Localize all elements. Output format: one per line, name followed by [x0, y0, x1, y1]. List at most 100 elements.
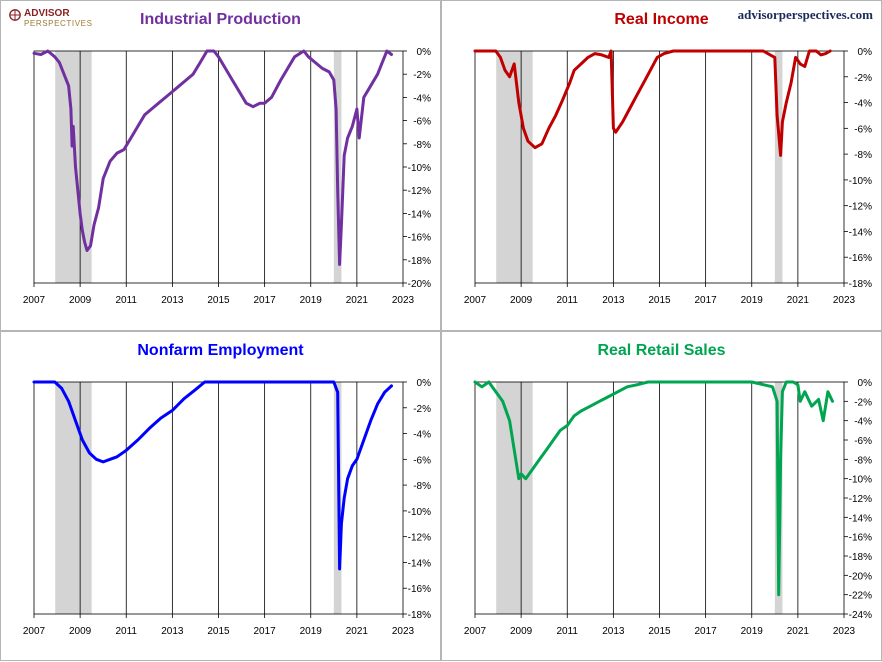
- y-tick-label: -2%: [854, 397, 872, 408]
- y-tick-label: -8%: [413, 140, 431, 151]
- x-tick-label: 2023: [392, 626, 415, 637]
- x-tick-label: 2023: [833, 626, 856, 637]
- y-tick-label: -16%: [849, 533, 872, 544]
- x-tick-label: 2021: [787, 295, 810, 306]
- x-tick-label: 2017: [695, 295, 718, 306]
- x-tick-label: 2015: [648, 295, 671, 306]
- x-tick-label: 2011: [556, 295, 578, 306]
- chart-panel-industrial-production: 2007 2009 2011 2013 2015 2017 2019 2021 2023 0% -2…: [0, 0, 441, 331]
- x-tick-label: 2017: [254, 295, 277, 306]
- x-tick-label: 2023: [392, 295, 415, 306]
- y-tick-label: -12%: [408, 533, 431, 544]
- y-tick-label: -12%: [849, 494, 872, 505]
- y-tick-label: -14%: [408, 209, 431, 220]
- x-tick-label: 2021: [787, 626, 810, 637]
- y-tick-label: -24%: [849, 610, 872, 621]
- y-tick-label: -4%: [413, 93, 431, 104]
- y-tick-label: -6%: [413, 117, 431, 128]
- series-line: [473, 380, 834, 597]
- y-tick-label: -22%: [849, 591, 872, 602]
- y-tick-label: -6%: [854, 124, 872, 135]
- x-tick-label: 2019: [741, 626, 764, 637]
- plot-area-frame: [474, 50, 845, 284]
- brand-subtitle: PERSPECTIVES: [24, 19, 93, 28]
- y-tick-label: -18%: [849, 552, 872, 563]
- y-tick-label: -2%: [854, 73, 872, 84]
- y-tick-label: -16%: [408, 233, 431, 244]
- chart-panel-nonfarm-employment: 2007 2009 2011 2013 2015 2017 2019 2021 2023 0% -2…: [0, 331, 441, 661]
- x-tick-label: 2013: [161, 295, 184, 306]
- y-tick-label: 0%: [858, 378, 873, 389]
- y-tick-label: -4%: [854, 99, 872, 110]
- y-tick-label: -6%: [854, 436, 872, 447]
- y-tick-label: -2%: [413, 70, 431, 81]
- recession-band: [496, 51, 533, 283]
- y-tick-label: -4%: [854, 417, 872, 428]
- y-tick-label: -14%: [849, 227, 872, 238]
- x-tick-label: 2007: [464, 295, 487, 306]
- x-tick-label: 2007: [23, 626, 46, 637]
- chart-svg: 2007 2009 2011 2013 2015 2017 2019 2021 2023 0% -2…: [23, 378, 432, 637]
- y-tick-label: -18%: [408, 610, 431, 621]
- y-tick-label: -16%: [849, 253, 872, 264]
- y-tick-label: -12%: [849, 202, 872, 213]
- x-tick-label: 2011: [115, 626, 137, 637]
- y-tick-label: -8%: [413, 481, 431, 492]
- x-tick-label: 2007: [23, 295, 46, 306]
- y-tick-label: 0%: [417, 378, 432, 389]
- x-tick-label: 2023: [833, 295, 856, 306]
- y-tick-label: -12%: [408, 186, 431, 197]
- y-tick-label: -14%: [408, 558, 431, 569]
- y-tick-label: -14%: [849, 513, 872, 524]
- y-tick-label: -6%: [413, 455, 431, 466]
- y-tick-label: -10%: [408, 507, 431, 518]
- x-tick-label: 2013: [602, 626, 625, 637]
- y-tick-label: -20%: [408, 279, 431, 290]
- brand-name: ADVISOR: [24, 8, 70, 19]
- x-tick-label: 2019: [300, 626, 323, 637]
- y-tick-label: -8%: [854, 150, 872, 161]
- series-line: [32, 380, 393, 571]
- y-tick-label: -10%: [849, 475, 872, 486]
- x-tick-label: 2007: [464, 626, 487, 637]
- recession-band: [774, 51, 783, 283]
- x-tick-label: 2009: [510, 626, 533, 637]
- x-tick-label: 2019: [300, 295, 323, 306]
- y-tick-label: -4%: [413, 430, 431, 441]
- chart-title: Nonfarm Employment: [137, 342, 304, 359]
- y-tick-label: 0%: [858, 47, 873, 58]
- y-tick-label: -20%: [849, 571, 872, 582]
- chart-panel-real-retail-sales: 2007 2009 2011 2013 2015 2017 2019 2021 2023 0% -2…: [441, 331, 882, 661]
- x-tick-label: 2017: [254, 626, 277, 637]
- series-line: [473, 49, 832, 157]
- series-line: [32, 49, 393, 266]
- chart-svg: 2007 2009 2011 2013 2015 2017 2019 2021 2023 0% -2…: [464, 378, 873, 637]
- x-tick-label: 2011: [556, 626, 578, 637]
- y-tick-label: -8%: [854, 455, 872, 466]
- x-tick-label: 2019: [741, 295, 764, 306]
- y-tick-label: -18%: [408, 256, 431, 267]
- x-tick-label: 2021: [346, 295, 369, 306]
- x-tick-label: 2017: [695, 626, 718, 637]
- x-tick-label: 2015: [207, 626, 230, 637]
- y-tick-label: -10%: [849, 176, 872, 187]
- y-tick-label: -10%: [408, 163, 431, 174]
- y-tick-label: -18%: [849, 279, 872, 290]
- chart-title: Real Retail Sales: [597, 342, 726, 359]
- x-tick-label: 2013: [161, 626, 184, 637]
- chart-svg: 2007 2009 2011 2013 2015 2017 2019 2021 2023 0% -2…: [23, 47, 432, 306]
- x-tick-label: 2009: [69, 626, 92, 637]
- plot-area-frame: [33, 50, 404, 284]
- x-tick-label: 2011: [115, 295, 137, 306]
- chart-panel-real-income: 2007 2009 2011 2013 2015 2017 2019 2021 2023 0% -2…: [441, 0, 882, 331]
- x-tick-label: 2021: [346, 626, 369, 637]
- x-tick-label: 2009: [510, 295, 533, 306]
- y-tick-label: 0%: [417, 47, 432, 58]
- x-tick-label: 2015: [648, 626, 671, 637]
- y-tick-label: -16%: [408, 584, 431, 595]
- recession-band: [55, 382, 92, 614]
- x-tick-label: 2013: [602, 295, 625, 306]
- y-tick-label: -2%: [413, 404, 431, 415]
- chart-title: Real Income: [614, 11, 709, 28]
- x-tick-label: 2009: [69, 295, 92, 306]
